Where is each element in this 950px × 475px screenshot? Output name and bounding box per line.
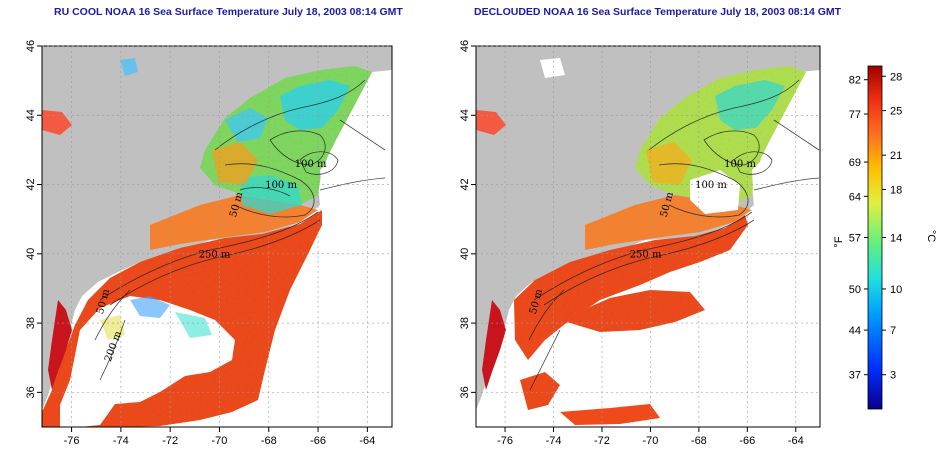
x-tick-label: -72 <box>162 435 178 447</box>
y-tick-label: 42 <box>25 178 37 190</box>
x-tick-label: -76 <box>497 435 513 447</box>
noise-fringe <box>100 315 125 340</box>
colorbar-c-tick-label: 10 <box>890 284 902 296</box>
colorbar-f-tick-label: 37 <box>849 370 861 382</box>
colorbar-f-tick-label: 50 <box>849 284 861 296</box>
x-tick-label: -66 <box>739 435 755 447</box>
depth-contour-label: 100 m <box>695 180 727 191</box>
x-tick-label: -68 <box>691 435 707 447</box>
colorbar-f-tick-label: 82 <box>849 75 861 87</box>
x-tick-label: -66 <box>310 435 326 447</box>
cold-patch <box>240 175 302 214</box>
y-tick-label: 36 <box>459 386 471 398</box>
x-tick-label: -70 <box>212 435 228 447</box>
colorbar-f-tick-label: 44 <box>849 325 861 337</box>
y-tick-label: 42 <box>459 178 471 190</box>
chesapeake-bay <box>48 300 72 390</box>
y-tick-label: 40 <box>25 248 37 260</box>
right-gridlines <box>476 45 820 427</box>
x-tick-label: -64 <box>788 435 804 447</box>
x-tick-label: -74 <box>113 435 129 447</box>
x-tick-label: -70 <box>642 435 658 447</box>
x-tick-label: -72 <box>594 435 610 447</box>
depth-contour-label: 100 m <box>295 159 327 170</box>
colorbar-c-tick-label: 28 <box>890 71 902 83</box>
cloud-area <box>290 100 392 427</box>
y-tick-label: 46 <box>459 40 471 52</box>
cold-patch <box>715 80 785 130</box>
y-tick-label: 44 <box>459 109 471 121</box>
y-tick-label: 40 <box>459 248 471 260</box>
colorbar-c-tick-label: 25 <box>890 106 902 118</box>
left-y-axis: 36 38 40 42 44 46 <box>25 40 42 398</box>
cold-patch <box>225 108 268 142</box>
left-map-panel <box>42 46 392 427</box>
warm-blobs <box>560 404 660 425</box>
warm-blobs <box>520 372 560 410</box>
right-panel-title: DECLOUDED NOAA 16 Sea Surface Temperatur… <box>474 6 842 18</box>
temperature-colorbar <box>867 65 883 410</box>
colorbar-c-tick-label: 21 <box>890 150 902 162</box>
depth-contour-label: 100 m <box>724 159 756 170</box>
left-gridlines <box>42 45 392 427</box>
noise-fringe <box>175 312 212 338</box>
colorbar-celsius-ticks: 28 25 21 18 14 10 7 3 <box>882 71 902 382</box>
colorbar-fahrenheit-ticks: 82 77 69 64 57 50 44 37 <box>849 75 868 382</box>
right-y-axis: 36 38 40 42 44 46 <box>459 40 476 398</box>
depth-contour-label: 100 m <box>265 180 297 191</box>
cloud-gap <box>690 170 740 214</box>
y-tick-label: 38 <box>25 317 37 329</box>
depth-contours <box>94 79 386 381</box>
colorbar-f-tick-label: 57 <box>849 233 861 245</box>
noise-fringe <box>130 296 170 318</box>
coastal-red <box>476 110 506 135</box>
depth-contour-label: 250 m <box>630 249 662 260</box>
depth-contour-label: 250 m <box>199 249 231 260</box>
colorbar-f-tick-label: 64 <box>849 191 861 203</box>
y-tick-label: 36 <box>25 386 37 398</box>
warm-water <box>514 215 748 360</box>
sparse-pixels <box>120 58 138 76</box>
right-x-axis: -76 -74 -72 -70 -68 -66 -64 <box>497 427 804 447</box>
colorbar-c-tick-label: 14 <box>890 233 902 245</box>
left-panel-title: RU COOL NOAA 16 Sea Surface Temperature … <box>54 6 403 18</box>
x-tick-label: -68 <box>261 435 277 447</box>
cloud-hole <box>540 58 565 78</box>
colorbar-c-tick-label: 3 <box>890 370 896 382</box>
warm-blobs <box>560 290 705 332</box>
fahrenheit-label: °F <box>833 236 845 247</box>
left-x-axis: -76 -74 -72 -70 -68 -66 -64 <box>64 427 375 447</box>
y-tick-label: 44 <box>25 109 37 121</box>
colorbar-f-tick-label: 77 <box>849 109 861 121</box>
x-tick-label: -76 <box>64 435 80 447</box>
coastal-red <box>42 110 72 135</box>
right-map-panel <box>476 46 820 427</box>
colorbar-f-tick-label: 69 <box>849 157 861 169</box>
celsius-label: °C <box>925 230 937 242</box>
y-tick-label: 38 <box>459 317 471 329</box>
x-tick-label: -74 <box>546 435 562 447</box>
y-tick-label: 46 <box>25 40 37 52</box>
x-tick-label: -64 <box>359 435 375 447</box>
colorbar-c-tick-label: 7 <box>890 325 896 337</box>
chesapeake-bay <box>482 300 506 390</box>
colorbar-c-tick-label: 18 <box>890 184 902 196</box>
